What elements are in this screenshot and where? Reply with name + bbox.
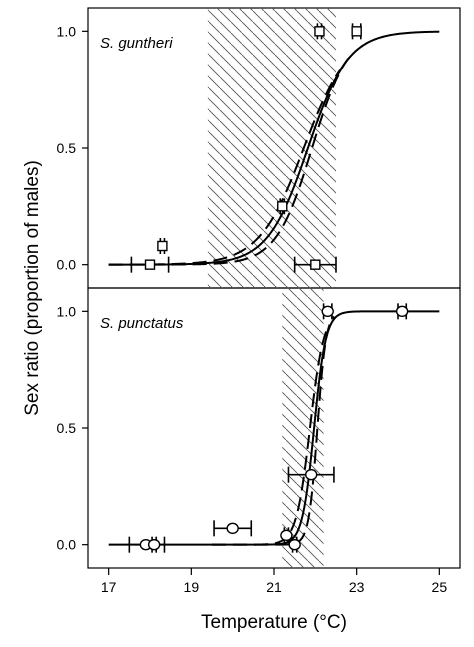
x-tick-label: 21 [266, 579, 282, 595]
data-point [321, 303, 334, 320]
y-tick-label: 0.5 [57, 420, 77, 436]
x-axis: 17 19 21 23 25 [101, 568, 447, 595]
x-tick-label: 17 [101, 579, 117, 595]
y-tick-label: 0.0 [57, 257, 77, 273]
data-point [213, 520, 253, 537]
confidence-curve-lower [108, 57, 350, 266]
data-point [287, 466, 335, 483]
y-axis-title: Sex ratio (proportion of males) [22, 160, 43, 416]
confidence-curve-upper [212, 327, 329, 546]
confidence-curve-upper [108, 69, 341, 266]
data-point [147, 536, 161, 553]
top-panel: 0.0 0.5 1.0 S. guntheri [57, 8, 440, 288]
fitted-curve [108, 310, 440, 546]
y-tick-label: 1.0 [57, 303, 77, 319]
x-axis-title: Temperature (°C) [201, 612, 347, 633]
data-point [293, 256, 337, 273]
data-point [277, 198, 288, 215]
hatched-region [207, 8, 336, 288]
data-point [130, 256, 170, 273]
data-point [395, 303, 409, 320]
hatched-region [282, 288, 324, 568]
top-panel-label: S. guntheri [100, 35, 173, 52]
data-point [351, 23, 362, 40]
data-point [280, 527, 293, 544]
bottom-panel: 0.0 0.5 1.0 S. punctatus [57, 288, 440, 568]
y-tick-label: 1.0 [57, 23, 77, 39]
x-tick-label: 23 [349, 579, 365, 595]
bottom-panel-label: S. punctatus [100, 315, 184, 332]
x-tick-label: 19 [184, 579, 200, 595]
data-point [314, 23, 325, 40]
data-point [157, 238, 168, 254]
x-tick-label: 25 [432, 579, 448, 595]
y-tick-label: 0.5 [57, 140, 77, 156]
data-point [288, 536, 301, 553]
y-tick-label: 0.0 [57, 537, 77, 553]
